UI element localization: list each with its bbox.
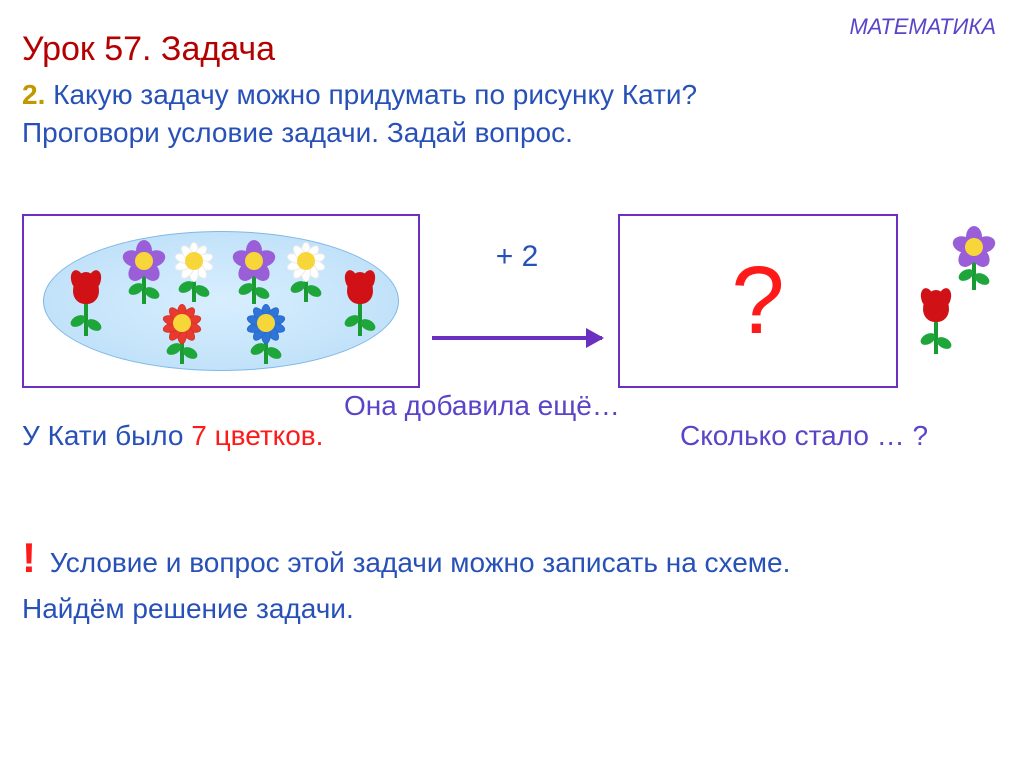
- caption-middle: Она добавила ещё…: [344, 390, 620, 422]
- question-line-1: 2. Какую задачу можно придумать по рисун…: [22, 76, 1002, 114]
- caption-right: Сколько стало … ?: [680, 420, 928, 452]
- question-line-1-text: Какую задачу можно придумать по рисунку …: [45, 79, 697, 110]
- extra-flowers-group: [908, 226, 1018, 386]
- bottom-block: ! Условие и вопрос этой задачи можно зап…: [22, 528, 1002, 629]
- question-mark: ?: [731, 253, 784, 349]
- flower-icon: [160, 300, 204, 364]
- flower-icon: [172, 238, 216, 302]
- bottom-line-2: Найдём решение задачи.: [22, 589, 1002, 630]
- flower-tray: [43, 231, 399, 371]
- flower-icon: [64, 272, 108, 336]
- flower-icon: [244, 300, 288, 364]
- exclamation-mark: !: [22, 534, 36, 581]
- bottom-line-1-text: Условие и вопрос этой задачи можно запис…: [42, 547, 790, 578]
- lesson-title: Урок 57. Задача: [22, 30, 275, 69]
- caption-left-value: 7 цветков.: [191, 420, 323, 451]
- flower-icon: [338, 272, 382, 336]
- flower-icon: [284, 238, 328, 302]
- caption-left-prefix: У Кати было: [22, 420, 191, 451]
- caption-left: У Кати было 7 цветков.: [22, 420, 323, 452]
- arrow-area: + 2: [432, 240, 602, 360]
- flower-icon: [122, 240, 166, 304]
- flower-icon: [232, 240, 276, 304]
- arrow-label: + 2: [432, 240, 602, 274]
- question-block: 2. Какую задачу можно придумать по рисун…: [22, 76, 1002, 152]
- question-number: 2.: [22, 79, 45, 110]
- bottom-line-1: ! Условие и вопрос этой задачи можно зап…: [22, 528, 1002, 589]
- result-box: ?: [618, 214, 898, 388]
- question-line-2: Проговори условие задачи. Задай вопрос.: [22, 114, 1002, 152]
- subject-label: МАТЕМАТИКА: [849, 14, 996, 40]
- flower-icon: [914, 290, 958, 354]
- flower-icon: [952, 226, 996, 290]
- tray-box: [22, 214, 420, 388]
- arrow-icon: [432, 336, 602, 340]
